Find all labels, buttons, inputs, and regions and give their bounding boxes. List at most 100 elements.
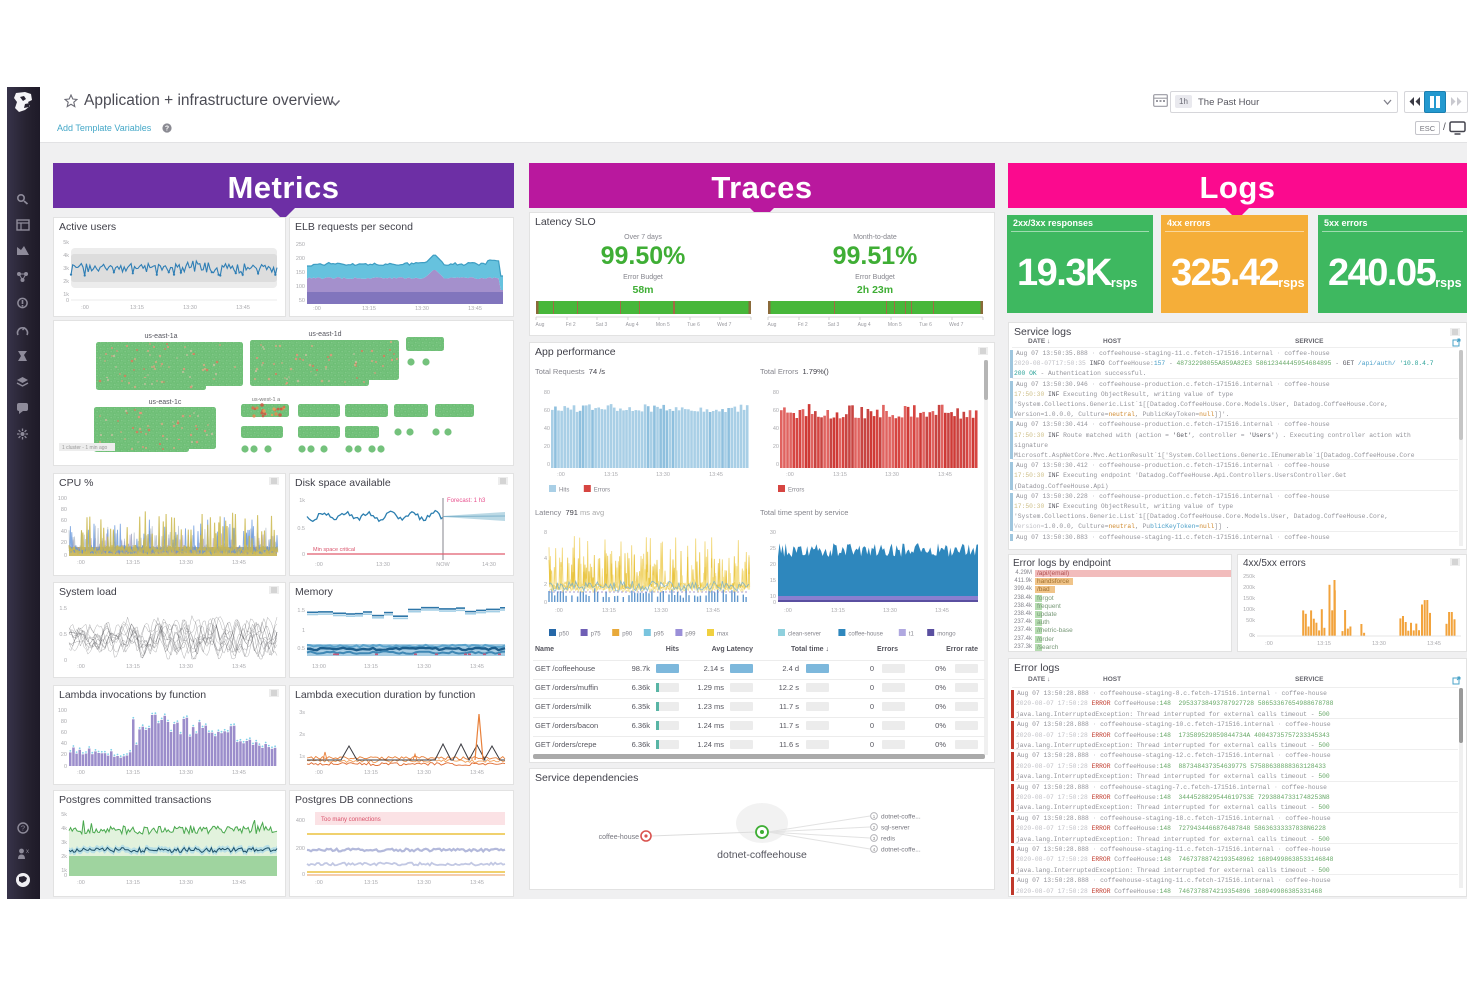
svg-text:25: 25: [770, 546, 776, 552]
svg-text:250: 250: [296, 242, 305, 248]
svg-text:200: 200: [296, 846, 305, 852]
svg-text:13:15: 13:15: [364, 770, 378, 776]
svg-text:4: 4: [544, 556, 547, 562]
svg-text:us-east-1d: us-east-1d: [308, 331, 341, 338]
svg-text:13:15: 13:15: [130, 305, 144, 311]
svg-text:10: 10: [770, 594, 776, 600]
svg-text:coffee-house: coffee-house: [599, 834, 639, 841]
svg-text:13:45: 13:45: [232, 880, 246, 886]
svg-text:13:45: 13:45: [706, 608, 720, 614]
svg-text:40: 40: [544, 426, 550, 432]
svg-text:80: 80: [61, 507, 67, 513]
svg-text:0: 0: [302, 872, 305, 878]
svg-text:200: 200: [296, 256, 305, 262]
svg-text:clean-server: clean-server: [788, 632, 821, 638]
svg-text:150k: 150k: [1243, 596, 1255, 602]
svg-text:0: 0: [544, 600, 547, 606]
svg-text:Min space critical: Min space critical: [313, 547, 355, 553]
svg-text:1s: 1s: [299, 754, 305, 760]
svg-text:1: 1: [873, 814, 876, 819]
svg-text:15: 15: [770, 578, 776, 584]
svg-text:dotnet-coffeehouse: dotnet-coffeehouse: [717, 849, 807, 861]
svg-text:coffee-house: coffee-house: [848, 632, 883, 638]
svg-text:2k: 2k: [61, 854, 67, 860]
svg-text:1.5: 1.5: [59, 606, 67, 612]
svg-text:0.5: 0.5: [59, 632, 67, 638]
svg-text:3: 3: [873, 836, 876, 841]
svg-text:1.5: 1.5: [297, 608, 305, 614]
svg-text:us-east-1c: us-east-1c: [149, 399, 182, 406]
svg-text:1: 1: [302, 628, 305, 634]
svg-text:0: 0: [776, 462, 779, 468]
svg-text:60: 60: [61, 518, 67, 524]
svg-text:us-east-1a: us-east-1a: [144, 333, 177, 340]
svg-text:13:45: 13:45: [232, 770, 246, 776]
svg-text::00: :00: [77, 560, 85, 566]
svg-text:2: 2: [544, 582, 547, 588]
svg-text::00: :00: [315, 880, 323, 886]
svg-text:0: 0: [64, 553, 67, 559]
svg-text:80: 80: [773, 390, 779, 396]
svg-text:13:15: 13:15: [126, 560, 140, 566]
svg-text::00: :00: [77, 770, 85, 776]
svg-text:dotnet-coffe...: dotnet-coffe...: [881, 847, 921, 854]
svg-text:0: 0: [547, 462, 550, 468]
svg-text:Fri 2: Fri 2: [798, 322, 808, 328]
svg-text:p99: p99: [685, 632, 696, 638]
svg-text:13:45: 13:45: [938, 472, 952, 478]
svg-text:NOW: NOW: [436, 562, 450, 568]
svg-text:Errors: Errors: [788, 488, 804, 494]
svg-text:13:30: 13:30: [656, 472, 670, 478]
svg-text:13:30: 13:30: [417, 664, 431, 670]
svg-text:13:00: 13:00: [312, 664, 326, 670]
svg-text:2k: 2k: [63, 279, 69, 285]
svg-text:Fri 2: Fri 2: [566, 322, 576, 328]
svg-text:Mon 5: Mon 5: [888, 322, 902, 328]
svg-text:8: 8: [544, 530, 547, 536]
svg-text::00: :00: [81, 305, 89, 311]
svg-text:Tue 6: Tue 6: [919, 322, 932, 328]
svg-text:5k: 5k: [61, 812, 67, 818]
svg-text:0.5: 0.5: [297, 646, 305, 652]
svg-text:20: 20: [770, 562, 776, 568]
svg-text:13:30: 13:30: [1372, 641, 1386, 647]
svg-text:13:15: 13:15: [602, 608, 616, 614]
svg-text:100: 100: [58, 496, 67, 502]
svg-text:150: 150: [296, 270, 305, 276]
svg-text:Wed 7: Wed 7: [949, 322, 964, 328]
svg-text:60: 60: [773, 408, 779, 414]
svg-text:100: 100: [296, 284, 305, 290]
svg-text:Aug: Aug: [768, 322, 777, 328]
svg-text:max: max: [717, 632, 728, 638]
svg-text:13:30: 13:30: [179, 664, 193, 670]
svg-text:100: 100: [58, 708, 67, 714]
svg-text:4k: 4k: [61, 826, 67, 832]
svg-text:Tue 6: Tue 6: [687, 322, 700, 328]
svg-text:13:30: 13:30: [376, 562, 390, 568]
svg-text:13:15: 13:15: [126, 770, 140, 776]
svg-text:Hits: Hits: [559, 488, 569, 494]
svg-text:14:30: 14:30: [482, 562, 496, 568]
svg-text:13:45: 13:45: [1427, 641, 1441, 647]
svg-text:0: 0: [64, 658, 67, 664]
svg-text:13:30: 13:30: [179, 880, 193, 886]
svg-text:20: 20: [61, 540, 67, 546]
svg-text:Aug: Aug: [536, 322, 545, 328]
svg-text:13:30: 13:30: [417, 880, 431, 886]
svg-text::00: :00: [555, 608, 563, 614]
svg-text:Too many connections: Too many connections: [321, 817, 381, 823]
svg-text::00: :00: [313, 306, 321, 312]
svg-text:2: 2: [873, 825, 876, 830]
svg-text:0k: 0k: [1249, 633, 1255, 639]
svg-text:x: x: [26, 849, 29, 855]
svg-text::00: :00: [77, 664, 85, 670]
svg-text:60: 60: [61, 730, 67, 736]
svg-text:13:15: 13:15: [1317, 641, 1331, 647]
svg-text:sql-server: sql-server: [881, 825, 910, 832]
svg-text:1k: 1k: [299, 498, 305, 504]
svg-text:13:45: 13:45: [232, 560, 246, 566]
svg-text:Sat 3: Sat 3: [596, 322, 608, 328]
svg-text:3k: 3k: [63, 266, 69, 272]
svg-text:13:30: 13:30: [417, 770, 431, 776]
svg-text:Errors: Errors: [594, 488, 610, 494]
